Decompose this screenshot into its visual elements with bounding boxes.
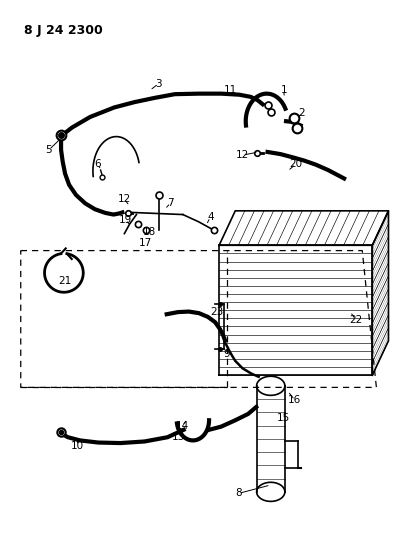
Text: 20: 20 bbox=[288, 159, 302, 169]
Text: 12: 12 bbox=[117, 194, 131, 204]
Text: 14: 14 bbox=[175, 421, 188, 431]
Text: 8 J 24 2300: 8 J 24 2300 bbox=[23, 23, 102, 37]
Text: 15: 15 bbox=[276, 413, 290, 423]
Text: 8: 8 bbox=[234, 488, 241, 498]
Text: 10: 10 bbox=[70, 441, 83, 451]
Text: 18: 18 bbox=[143, 227, 156, 237]
Text: 23: 23 bbox=[210, 306, 223, 317]
Text: 19: 19 bbox=[119, 215, 132, 225]
Text: 22: 22 bbox=[348, 314, 361, 325]
Text: 6: 6 bbox=[94, 159, 100, 169]
Text: 17: 17 bbox=[139, 238, 152, 248]
Text: 16: 16 bbox=[288, 395, 301, 405]
Text: 3: 3 bbox=[155, 78, 162, 88]
Text: 1: 1 bbox=[279, 85, 286, 95]
Text: 4: 4 bbox=[207, 212, 213, 222]
Text: 12: 12 bbox=[235, 150, 249, 160]
Text: 9: 9 bbox=[222, 349, 229, 359]
Text: 2: 2 bbox=[298, 108, 304, 118]
Text: 7: 7 bbox=[167, 198, 174, 208]
Text: 13: 13 bbox=[171, 432, 184, 442]
Text: 21: 21 bbox=[58, 276, 72, 286]
Text: 11: 11 bbox=[223, 85, 236, 95]
Text: 5: 5 bbox=[45, 145, 52, 155]
